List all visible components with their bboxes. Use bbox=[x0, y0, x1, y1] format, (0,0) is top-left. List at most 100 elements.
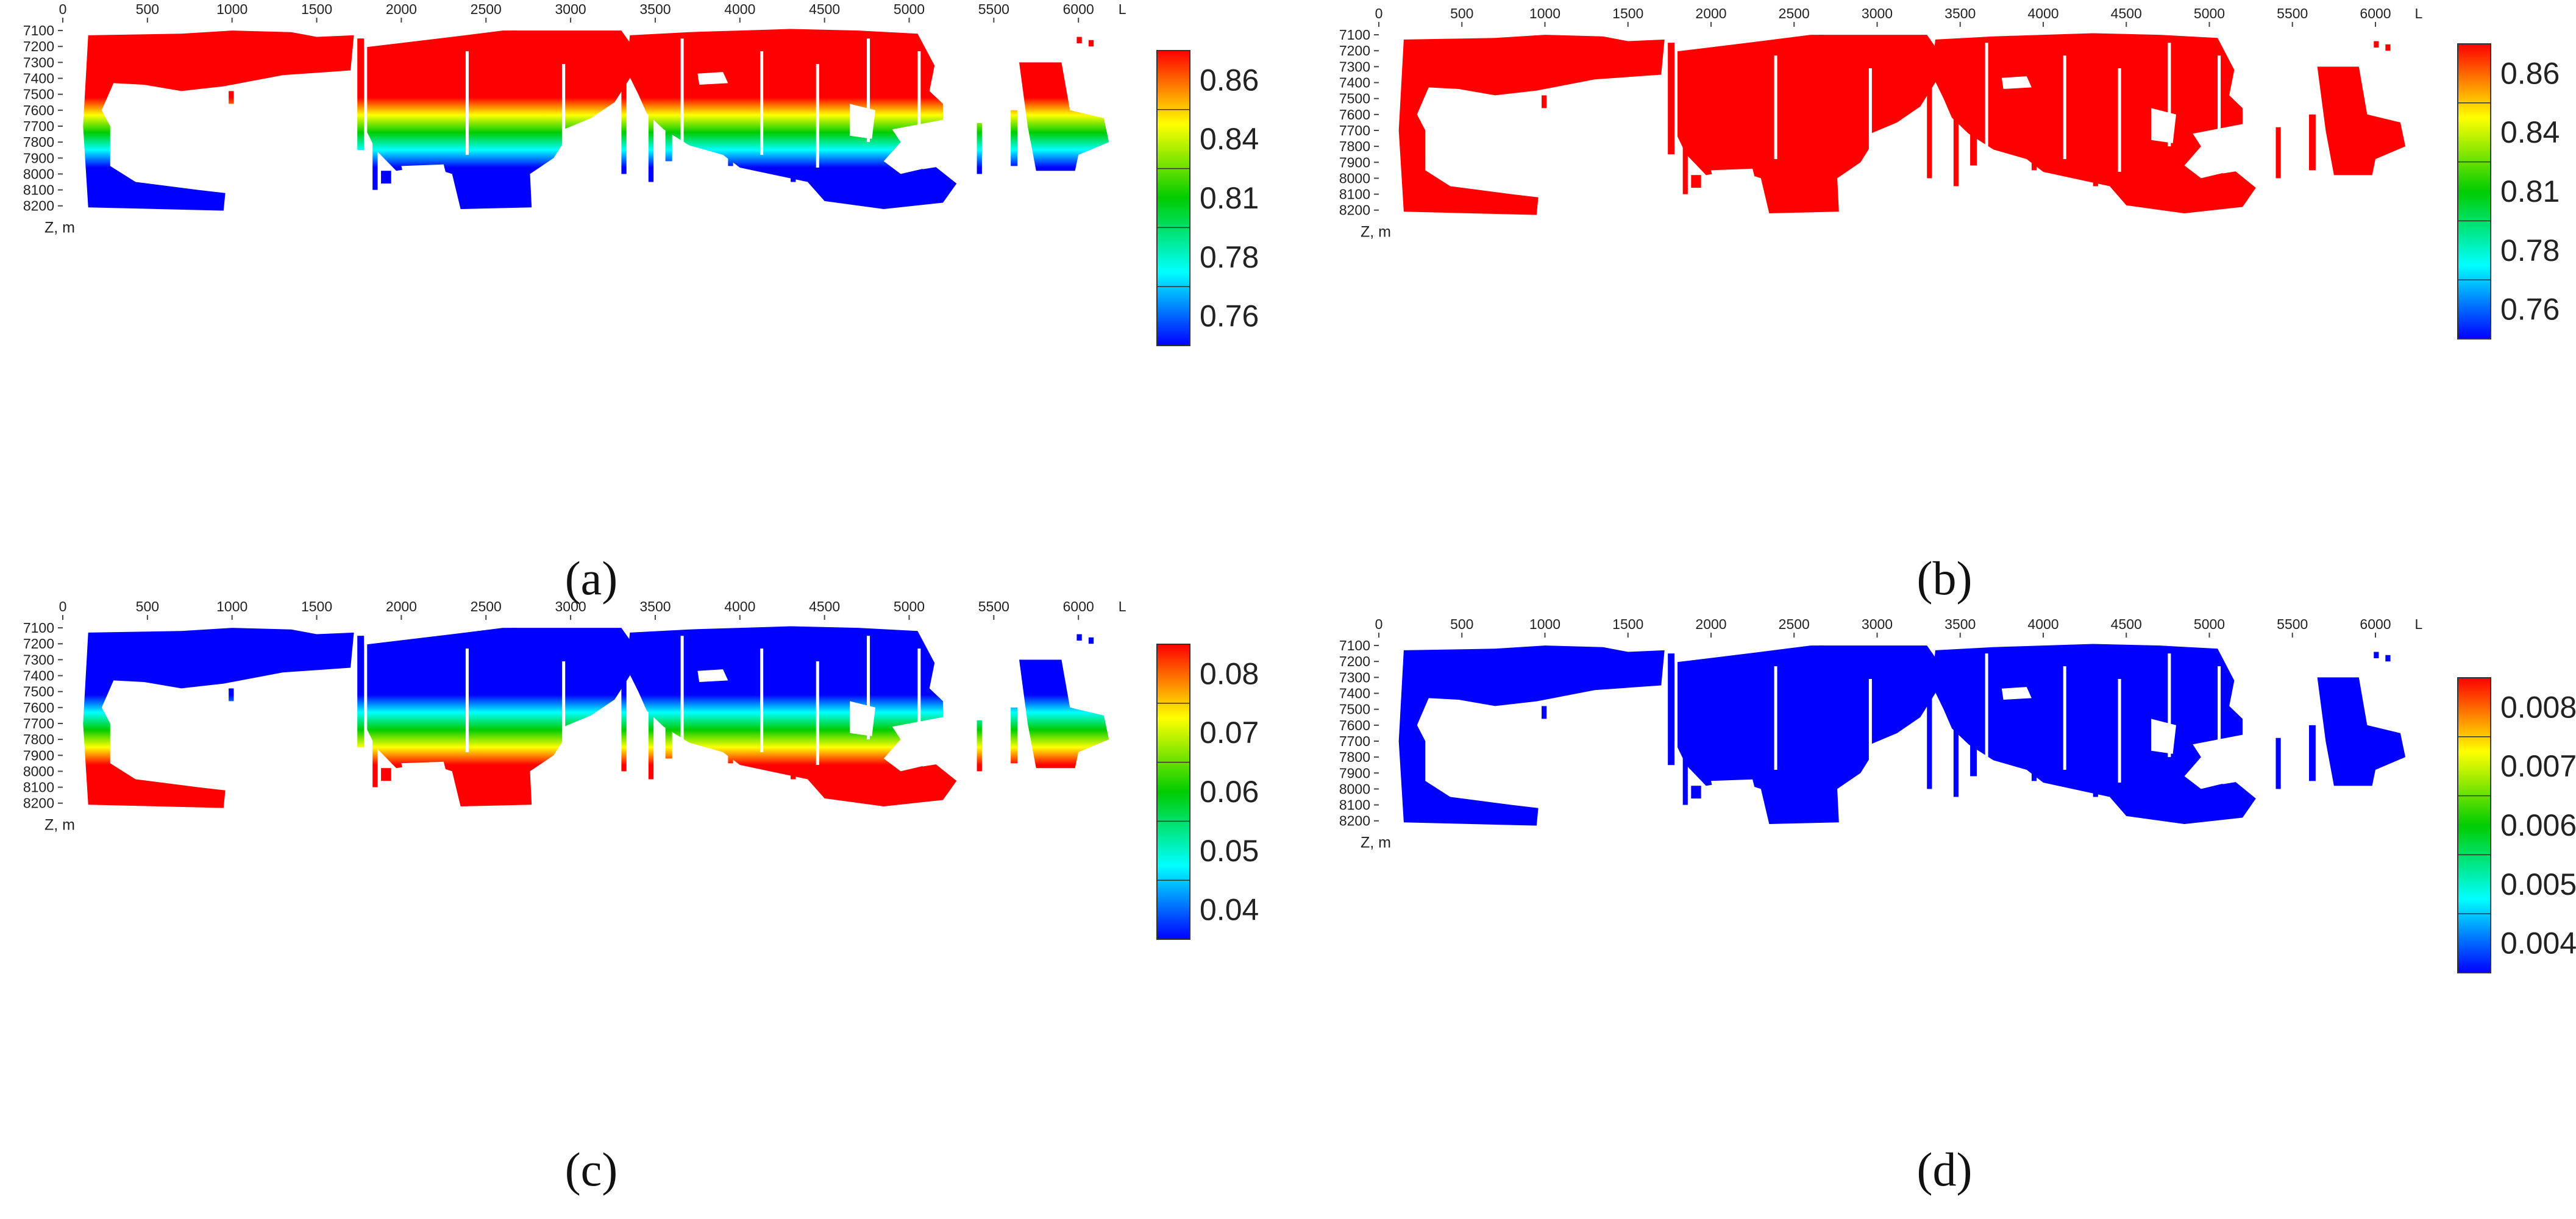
panel-d-coverage-sliver bbox=[1927, 669, 1932, 789]
panel-c-y-tick-label: 8100 bbox=[23, 780, 54, 795]
panel-d-gap-region bbox=[1574, 703, 1651, 797]
panel-d-gap-region bbox=[2219, 770, 2243, 784]
panel-c-coverage-sliver bbox=[1076, 634, 1082, 641]
panel-b-coverage-sliver bbox=[1668, 43, 1675, 155]
panel-b-coverage-sliver bbox=[1927, 59, 1932, 179]
panel-a-coverage-region bbox=[83, 30, 354, 211]
panel-d-coverage-sliver bbox=[1542, 706, 1547, 719]
panel-a-coverage-sliver bbox=[665, 46, 672, 162]
panel-d-coverage-sliver bbox=[2048, 649, 2054, 686]
panel-c-fissure bbox=[867, 636, 870, 740]
panel-a-x-tick-label: 5000 bbox=[894, 1, 925, 17]
panel-b-y-tick-label: 7900 bbox=[1339, 154, 1370, 170]
panel-c-coverage-sliver bbox=[665, 644, 672, 759]
panel-b-gap-region bbox=[1574, 92, 1651, 187]
panel-b-x-tick-label: 4000 bbox=[2027, 5, 2058, 21]
panel-d-coverage-sliver bbox=[1970, 661, 1977, 777]
panel-c-coverage-region bbox=[83, 628, 354, 808]
panel-d-x-tick-label: 2500 bbox=[1779, 616, 1810, 632]
panel-d-coverage-sliver bbox=[1668, 653, 1675, 766]
panel-b-y-tick-label: 7100 bbox=[1339, 27, 1370, 43]
panel-c-y-tick-label: 7100 bbox=[23, 620, 54, 636]
panel-a-coverage-sliver bbox=[1088, 40, 1094, 47]
panel-a-gap-region bbox=[401, 164, 452, 201]
panel-a-x-tick-label: 0 bbox=[59, 1, 67, 17]
panel-d-colorbar-label: 0.008 bbox=[2500, 690, 2576, 724]
panel-b-gap-region bbox=[2001, 76, 2032, 89]
panel-c-x-tick-label: 4500 bbox=[809, 599, 840, 614]
panel-d-fissure bbox=[2168, 653, 2171, 758]
panel-c-colorbar-label: 0.07 bbox=[1200, 716, 1259, 750]
panel-c-x-tick-label: 1000 bbox=[216, 599, 247, 614]
panel-d-y-tick-label: 7300 bbox=[1339, 669, 1370, 685]
panel-b-x-tick-label: 4500 bbox=[2111, 5, 2142, 21]
panel-b-fissure bbox=[1868, 68, 1872, 172]
panel-d-y-tick-label: 8100 bbox=[1339, 797, 1370, 813]
panel-d-y-tick-label: 7800 bbox=[1339, 749, 1370, 765]
panel-c-coverage-sliver bbox=[381, 768, 391, 781]
panel-a-colorbar bbox=[1156, 50, 1190, 346]
panel-d-x-tick-label: 0 bbox=[1375, 616, 1383, 632]
panel-c-x-unit: L bbox=[1119, 599, 1126, 614]
panel-c-x-tick-label: 2500 bbox=[471, 599, 502, 614]
panel-c-x-tick-label: 1500 bbox=[301, 599, 332, 614]
panel-b-fissure bbox=[1774, 55, 1777, 160]
panel-c-label: (c) bbox=[565, 1143, 618, 1196]
panel-d-colorbar-label: 0.004 bbox=[2500, 926, 2576, 961]
panel-b-coverage-region bbox=[1669, 35, 1941, 213]
panel-b-y-tick-label: 7800 bbox=[1339, 138, 1370, 154]
panel-c-coverage-region bbox=[1019, 659, 1109, 769]
panel-c-fissure bbox=[760, 649, 764, 753]
panel-c-fissure bbox=[562, 661, 566, 765]
panel-a-y-tick-label: 7200 bbox=[23, 38, 54, 54]
panel-a-fissure bbox=[562, 63, 566, 168]
panel-c-colorbar-label: 0.04 bbox=[1200, 893, 1259, 927]
panel-b-x-tick-label: 6000 bbox=[2360, 5, 2391, 21]
panel-a-coverage-sliver bbox=[1011, 110, 1018, 166]
panel-a-x-tick-label: 4000 bbox=[724, 1, 755, 17]
panel-c-coverage-sliver bbox=[1088, 637, 1094, 644]
panel-b-coverage-sliver bbox=[2385, 44, 2391, 51]
panel-b-y-tick-label: 7200 bbox=[1339, 43, 1370, 59]
panel-a-coverage-sliver bbox=[381, 171, 391, 184]
panel-a-gap-region bbox=[697, 72, 728, 85]
panel-c-x-tick-label: 2000 bbox=[386, 599, 417, 614]
panel-d-coverage-region bbox=[2317, 677, 2406, 786]
panel-c-coverage-sliver bbox=[229, 688, 234, 702]
panel-d-coverage-sliver bbox=[2309, 725, 2316, 781]
panel-a-colorbar-label: 0.78 bbox=[1200, 240, 1259, 274]
panel-c-colorbar-label: 0.05 bbox=[1200, 834, 1259, 868]
panel-a-gap-region bbox=[118, 97, 229, 171]
panel-a-coverage-region bbox=[1019, 62, 1109, 171]
panel-a-y-tick-label: 7400 bbox=[23, 71, 54, 87]
panel-c-coverage-sliver bbox=[621, 652, 627, 772]
panel-b-x-tick-label: 5500 bbox=[2277, 5, 2308, 21]
panel-d-fissure bbox=[1868, 678, 1872, 783]
panel-a-coverage-sliver bbox=[357, 38, 365, 151]
panel-c-colorbar-label: 0.08 bbox=[1200, 656, 1259, 691]
panel-c-fissure bbox=[1002, 661, 1006, 765]
panel-b-coverage-sliver bbox=[2093, 59, 2098, 187]
panel-a-x-tick-label: 4500 bbox=[809, 1, 840, 17]
panel-d-x-tick-label: 6000 bbox=[2360, 616, 2391, 632]
panel-b-gap-region bbox=[1711, 168, 1761, 205]
panel-a-coverage-sliver bbox=[791, 54, 796, 182]
panel-b-colorbar-label: 0.86 bbox=[2500, 56, 2560, 90]
panel-c-y-tick-label: 7600 bbox=[23, 700, 54, 716]
panel-a-fissure bbox=[867, 38, 870, 143]
panel-c-gap-region bbox=[262, 685, 341, 780]
panel-b-y-tick-label: 7700 bbox=[1339, 123, 1370, 138]
panel-c-gap-region bbox=[118, 694, 229, 769]
panel-d-coverage-sliver bbox=[1819, 645, 1824, 725]
panel-c-fissure bbox=[917, 649, 921, 753]
panel-c-y-tick-label: 7800 bbox=[23, 731, 54, 747]
panel-c-plot-area bbox=[83, 626, 1109, 808]
panel-a: 0 500 1000 1500 2000 2500 3000 3500 4000 4500 5000… bbox=[23, 1, 1259, 605]
panel-b-fissure bbox=[2168, 43, 2171, 147]
panel-d-coverage-sliver bbox=[1694, 701, 1699, 773]
panel-d-y-tick-label: 8000 bbox=[1339, 781, 1370, 797]
panel-a-coverage-sliver bbox=[728, 54, 733, 166]
panel-d-x-tick-label: 2000 bbox=[1695, 616, 1726, 632]
panel-d-x-tick-label: 5500 bbox=[2277, 616, 2308, 632]
panel-a-fissure bbox=[1002, 63, 1006, 168]
